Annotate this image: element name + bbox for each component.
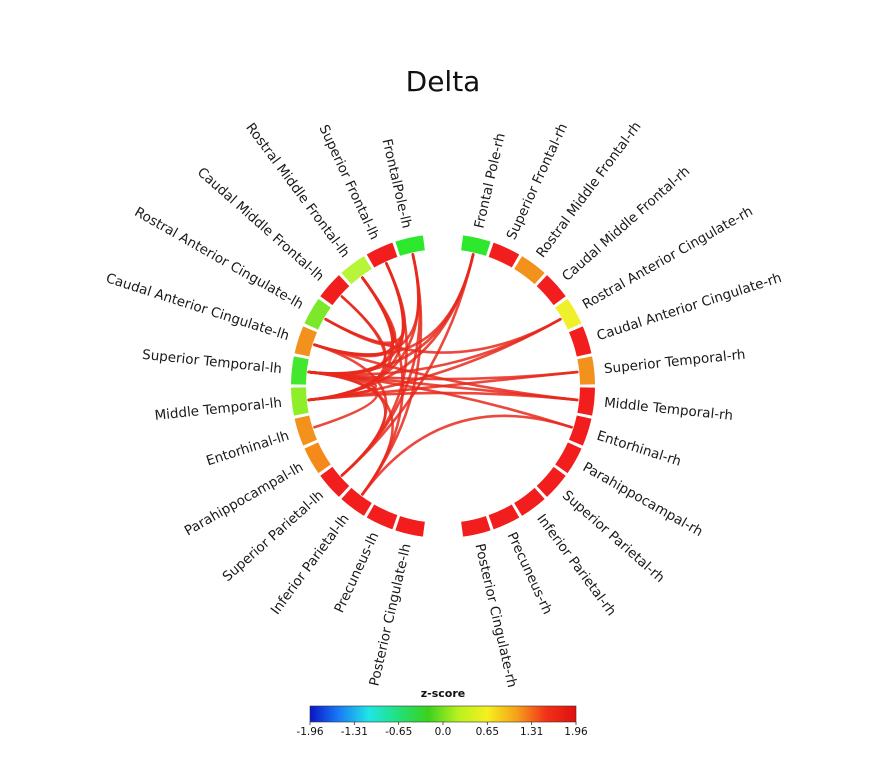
node-segment-ip-lh xyxy=(341,487,372,516)
node-segment-ent-rh xyxy=(569,415,592,446)
node-segment-cac-lh xyxy=(294,326,317,357)
node-segment-st-lh xyxy=(291,356,309,385)
node-label-pcg-lh: Posterior Cingulate-lh xyxy=(366,542,414,688)
node-label-ent-rh: Entorhinal-rh xyxy=(595,428,683,470)
node-segment-mt-lh xyxy=(291,387,309,416)
connection-ent-rh-ip-lh xyxy=(361,414,573,496)
node-segment-rmf-lh xyxy=(341,256,372,285)
node-segment-cmf-lh xyxy=(320,275,350,306)
node-segment-rmf-rh xyxy=(514,256,545,285)
node-segment-rac-rh xyxy=(555,298,582,330)
node-segment-ent-lh xyxy=(294,415,317,446)
node-label-pcn-lh: Precuneus-lh xyxy=(331,530,382,616)
node-segment-fp-rh xyxy=(461,235,491,256)
node-label-fp-rh: Frontal Pole-rh xyxy=(471,132,508,230)
node-label-pcn-rh: Precuneus-rh xyxy=(504,530,556,617)
colorbar-tick-label: -1.96 xyxy=(296,726,323,738)
node-label-fp-lh: FrontalPole-lh xyxy=(379,137,415,230)
colorbar-tick-label: -1.31 xyxy=(341,726,368,738)
node-segment-mt-rh xyxy=(577,387,595,416)
node-label-mt-rh: Middle Temporal-rh xyxy=(603,395,733,424)
node-segment-cmf-rh xyxy=(536,275,566,306)
node-segment-pcn-rh xyxy=(488,504,520,530)
node-segment-ph-lh xyxy=(304,442,331,474)
node-segment-pcg-lh xyxy=(395,516,425,537)
connections-layer xyxy=(307,253,579,496)
node-label-st-lh: Superior Temporal-lh xyxy=(141,347,282,377)
colorbar-tick-label: -0.65 xyxy=(385,726,412,738)
connection-cac-lh-sp-lh xyxy=(313,343,388,477)
colorbar: z-score -1.96 -1.31 -0.65 0.0 0.65 1.31 1.96 xyxy=(296,687,588,738)
node-label-ent-lh: Entorhinal-lh xyxy=(204,428,291,470)
connection-mt-rh-cac-lh xyxy=(313,343,579,402)
node-segment-fp-lh xyxy=(395,235,425,256)
node-label-mt-lh: Middle Temporal-lh xyxy=(154,395,283,424)
node-segment-ip-rh xyxy=(514,487,545,516)
figure-title: Delta xyxy=(406,65,481,98)
node-segment-st-rh xyxy=(577,356,595,385)
node-label-st-rh: Superior Temporal-rh xyxy=(603,347,746,378)
node-segment-rac-lh xyxy=(304,298,331,330)
node-segment-sf-lh xyxy=(366,242,398,268)
node-segment-sp-lh xyxy=(320,466,350,497)
connection-sf-lh-sp-lh xyxy=(340,262,408,477)
colorbar-tick-label: 0.0 xyxy=(435,726,452,738)
colorbar-tick-label: 0.65 xyxy=(476,726,499,738)
node-segment-sf-rh xyxy=(488,242,520,268)
node-segment-pcn-lh xyxy=(366,504,398,530)
node-segment-ph-rh xyxy=(555,442,582,474)
colorbar-title: z-score xyxy=(421,687,465,700)
node-segment-pcg-rh xyxy=(461,516,491,537)
node-segment-sp-rh xyxy=(536,466,566,497)
colorbar-tick-label: 1.96 xyxy=(564,726,588,738)
colorbar-gradient xyxy=(309,705,577,723)
node-label-pcg-rh: Posterior Cingulate-rh xyxy=(471,542,520,689)
node-label-cmf-lh: Caudal Middle Frontal-lh xyxy=(194,164,327,284)
node-ring xyxy=(291,235,595,537)
node-label-cmf-rh: Caudal Middle Frontal-rh xyxy=(559,163,693,284)
colorbar-ticks: -1.96 -1.31 -0.65 0.0 0.65 1.31 1.96 xyxy=(296,722,588,738)
colorbar-tick-label: 1.31 xyxy=(520,726,543,738)
node-segment-cac-rh xyxy=(569,326,592,357)
connection-rac-rh-st-lh xyxy=(307,317,562,376)
